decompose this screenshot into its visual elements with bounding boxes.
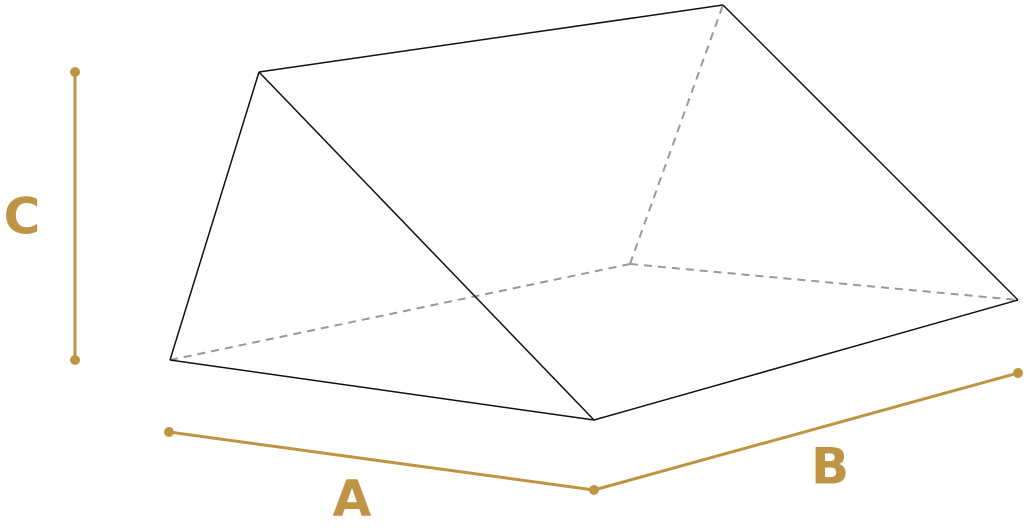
hidden-edges <box>169 4 1019 361</box>
visible-edges <box>169 4 1019 421</box>
dimension-lines <box>70 67 1023 495</box>
label-c: C <box>4 188 41 246</box>
label-b: B <box>811 438 849 496</box>
label-a: A <box>333 470 372 528</box>
